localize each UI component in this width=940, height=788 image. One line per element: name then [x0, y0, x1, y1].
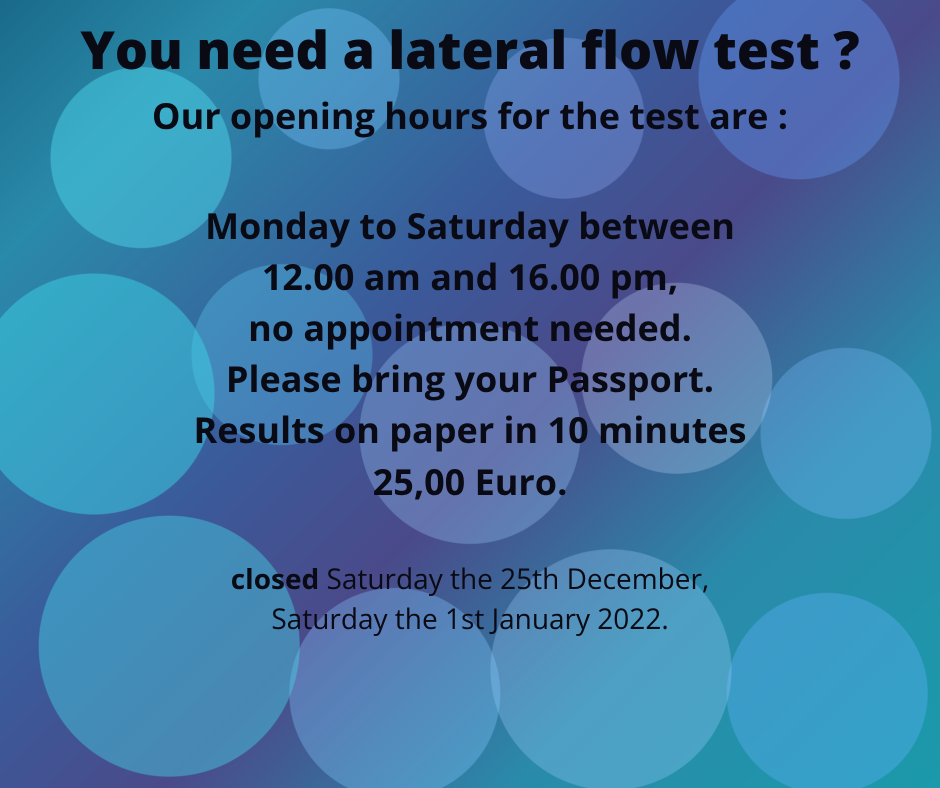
body-text: Monday to Saturday between 12.00 am and … [0, 200, 940, 507]
closed-notice: closed Saturday the 25th December, Satur… [0, 559, 940, 640]
body-line: Results on paper in 10 minutes [40, 404, 900, 455]
body-line: 25,00 Euro. [40, 456, 900, 507]
closed-line-1-rest: Saturday the 25th December, [319, 560, 709, 598]
poster-content: You need a lateral flow test ? Our openi… [0, 0, 940, 788]
title: You need a lateral flow test ? [0, 0, 940, 85]
closed-line-2: Saturday the 1st January 2022. [0, 599, 940, 640]
closed-label: closed [231, 560, 319, 598]
subtitle: Our opening hours for the test are : [0, 91, 940, 140]
closed-line-1: closed Saturday the 25th December, [0, 559, 940, 600]
body-line: 12.00 am and 16.00 pm, [40, 251, 900, 302]
body-line: Monday to Saturday between [40, 200, 900, 251]
body-line: Please bring your Passport. [40, 353, 900, 404]
body-line: no appointment needed. [40, 302, 900, 353]
